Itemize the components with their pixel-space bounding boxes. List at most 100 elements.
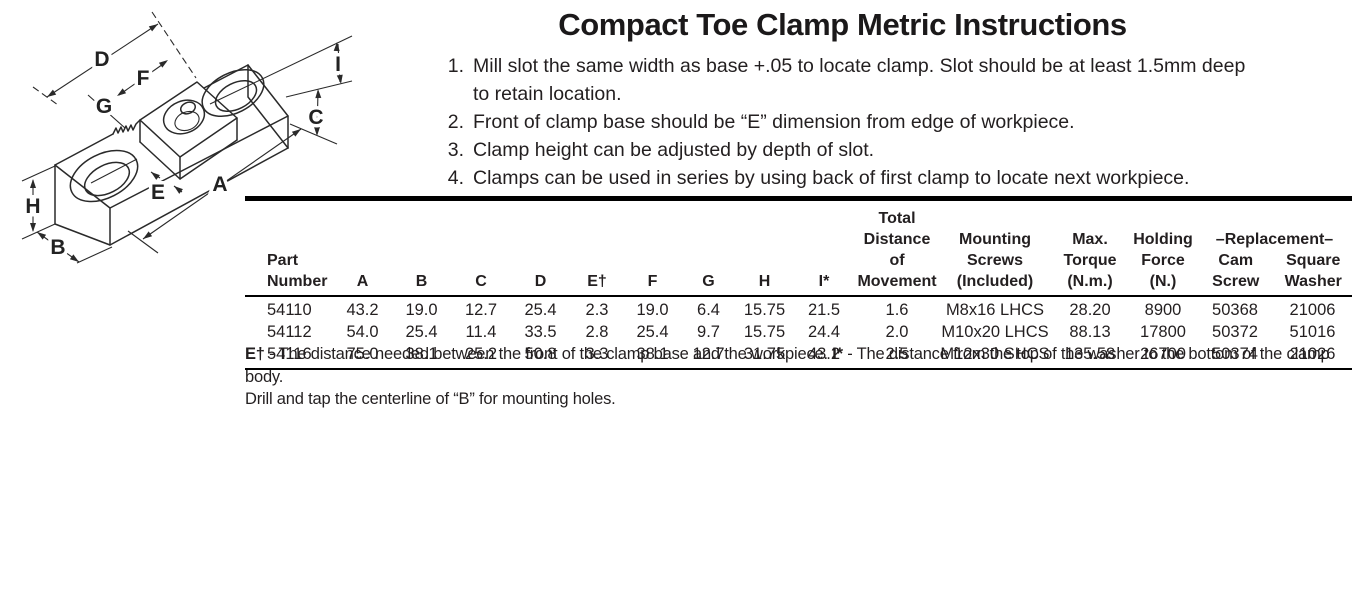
table-cell: M10x20 LHCS — [941, 322, 1049, 341]
list-item-text: Front of clamp base should be “E” dimens… — [473, 111, 1075, 133]
right-hole-centerline — [209, 35, 353, 105]
table-header-row: Part Number A B C D E† F G H I* Total Di… — [245, 201, 1352, 297]
column-header-replacement-group: –Replacement– Cam Screw Square Washer — [1197, 208, 1352, 292]
column-header-b: B — [415, 273, 428, 290]
table-cell: 25.4 — [636, 322, 669, 341]
list-item-text: Clamp height can be adjusted by depth of… — [473, 139, 875, 161]
table-cell: 50.8 — [524, 344, 557, 363]
dim-label-h: H — [25, 195, 40, 218]
column-header-square-washer: Square Washer — [1284, 252, 1342, 290]
dim-label-i: I — [335, 53, 341, 76]
table-cell: 2.8 — [585, 322, 609, 341]
table-cell: 38.1 — [405, 344, 438, 363]
footnote-i-label: I* — [832, 345, 843, 363]
list-item-number: 3. — [447, 139, 464, 161]
footnote-e-text: - The distance needed between the front … — [264, 345, 833, 363]
column-header-part-number: Part Number — [267, 252, 328, 290]
clamp-jaw-block — [139, 81, 238, 180]
table-cell: 33.5 — [524, 322, 557, 341]
replacement-group-title: –Replacement– — [1215, 231, 1334, 248]
table-cell: 135.58 — [1064, 344, 1116, 363]
table-cell: M8x16 LHCS — [945, 300, 1045, 319]
table-cell: 3.3 — [585, 344, 609, 363]
dim-label-f: F — [137, 67, 150, 90]
table-cell: 15.75 — [743, 322, 786, 341]
table-cell: 11.4 — [465, 322, 497, 341]
column-header-g: G — [702, 273, 715, 290]
list-item: 4. Clamps can be used in series by using… — [438, 164, 1260, 192]
table-row: 54116 75.0 38.1 25.2 50.8 3.3 38.1 12.7 … — [245, 343, 1352, 365]
table-cell: 26700 — [1140, 344, 1186, 363]
table-cell: 31.75 — [743, 344, 786, 363]
table-cell: 54.0 — [346, 322, 379, 341]
footnote-e-label: E† — [245, 345, 265, 363]
list-item: 3. Clamp height can be adjusted by depth… — [438, 136, 1260, 164]
footnote-i-text: - The distance from the top of the washe… — [245, 345, 1330, 386]
table-row: 54110 43.2 19.0 12.7 25.4 2.3 19.0 6.4 1… — [245, 299, 1352, 321]
serration-zigzag — [112, 119, 141, 135]
list-item-number: 2. — [447, 111, 464, 133]
cam-screw-outer — [162, 99, 206, 135]
list-item-number: 1. — [447, 55, 464, 77]
dim-label-d: D — [94, 48, 109, 71]
spec-table: Part Number A B C D E† F G H I* Total Di… — [245, 196, 1352, 370]
table-cell: 2.3 — [585, 300, 609, 319]
list-item-number: 4. — [447, 167, 464, 189]
dim-label-a: A — [212, 173, 227, 196]
table-cell: 19.0 — [636, 300, 669, 319]
table-cell: 24.4 — [807, 322, 841, 341]
table-cell: 19.0 — [405, 300, 438, 319]
list-item: 1. Mill slot the same width as base +.05… — [438, 52, 1260, 108]
column-header-f: F — [647, 273, 658, 290]
table-cell: 21026 — [1289, 344, 1336, 363]
table-cell: 28.20 — [1069, 300, 1111, 319]
column-header-d: D — [534, 273, 547, 290]
table-cell: 51016 — [1289, 322, 1336, 341]
cam-screw-inner — [174, 110, 200, 132]
table-cell: 21.5 — [807, 300, 841, 319]
table-cell: 38.1 — [636, 344, 669, 363]
table-cell: 25.2 — [464, 344, 498, 363]
table-cell: 54112 — [267, 322, 312, 341]
table-body: 54110 43.2 19.0 12.7 25.4 2.3 19.0 6.4 1… — [245, 297, 1352, 370]
table-cell: 1.6 — [885, 300, 909, 319]
dimension-lines — [21, 11, 353, 264]
column-header-movement: Total Distance of Movement — [857, 210, 937, 290]
column-header-cam-screw: Cam Screw — [1212, 252, 1260, 290]
instruction-list: 1. Mill slot the same width as base +.05… — [438, 52, 1260, 192]
table-cell: 75.0 — [346, 344, 379, 363]
dim-label-e: E — [151, 181, 165, 204]
column-header-screws: Mounting Screws (Included) — [956, 231, 1034, 290]
column-header-c: C — [475, 273, 487, 290]
table-cell: M12x30 SHCS — [940, 344, 1050, 363]
table-cell: 17800 — [1140, 322, 1186, 341]
column-header-i: I* — [818, 273, 830, 290]
clamp-diagram: D F G I C A E H B — [21, 11, 353, 264]
right-hole-inner — [214, 79, 258, 113]
table-cell: 8900 — [1144, 300, 1182, 319]
table-cell: 2.5 — [885, 344, 909, 363]
table-cell: 54116 — [267, 344, 312, 363]
column-header-e: E† — [587, 273, 607, 290]
table-cell: 50374 — [1212, 344, 1258, 363]
column-header-torque: Max. Torque (N.m.) — [1063, 231, 1117, 290]
column-header-h: H — [758, 273, 771, 290]
table-cell: 50372 — [1212, 322, 1258, 341]
cam-lobe-dot — [179, 101, 197, 115]
left-hole-inner — [83, 161, 131, 197]
page-title: Compact Toe Clamp Metric Instructions — [558, 7, 1127, 42]
table-cell: 12.7 — [464, 300, 498, 319]
table-cell: 43.2 — [346, 300, 379, 319]
table-cell: 9.7 — [697, 322, 720, 341]
table-cell: 21006 — [1289, 300, 1336, 319]
list-item: 2. Front of clamp base should be “E” dim… — [438, 108, 1260, 136]
table-cell: 43.2 — [807, 344, 841, 363]
table-cell: 12.7 — [692, 344, 725, 363]
table-cell: 88.13 — [1069, 322, 1111, 341]
dim-label-b: B — [50, 236, 65, 259]
left-hole-centerline — [90, 158, 138, 184]
dim-label-g: G — [96, 95, 112, 118]
table-cell: 25.4 — [524, 300, 557, 319]
list-item-text: Mill slot the same width as base +.05 to… — [473, 55, 1246, 105]
